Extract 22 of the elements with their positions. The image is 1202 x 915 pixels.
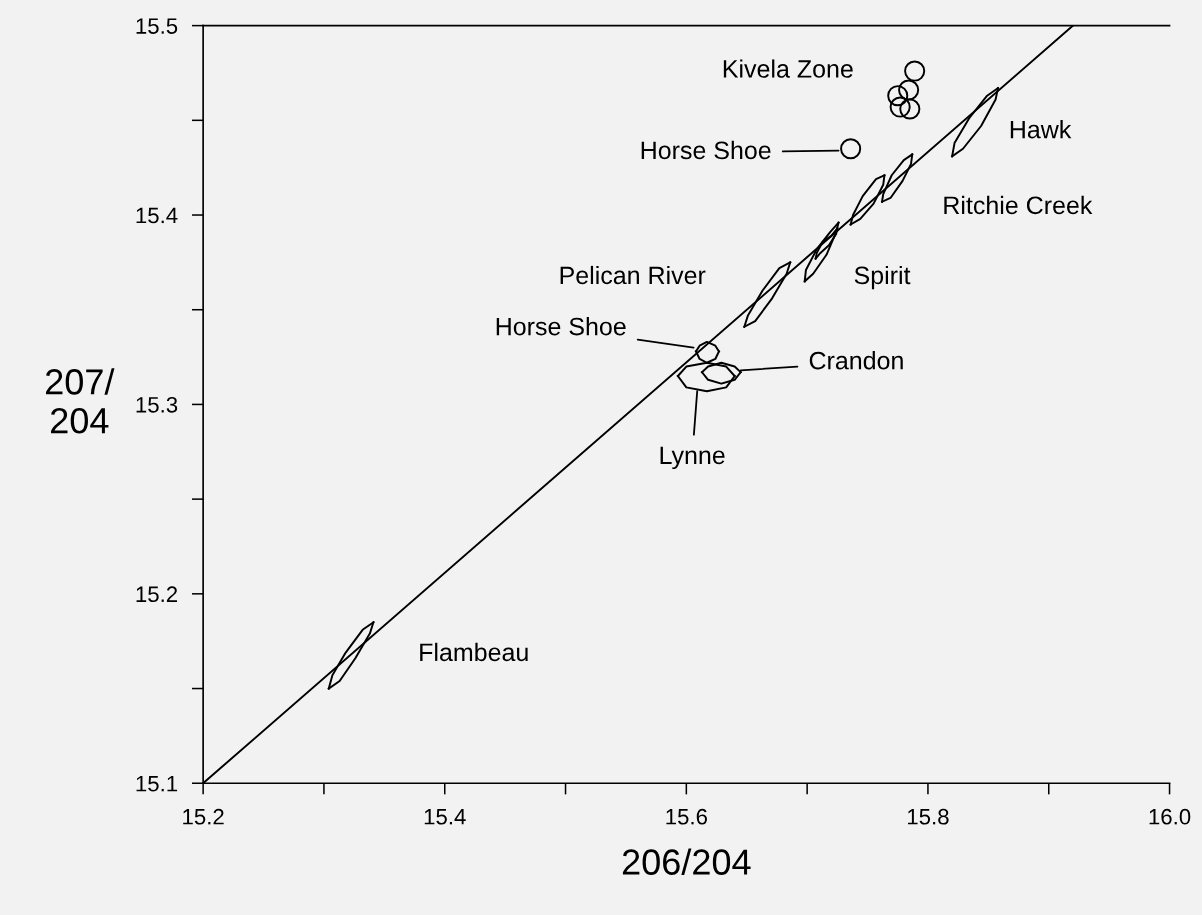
annotation: Horse Shoe — [496, 317, 626, 336]
annotation: Kivela Zone — [723, 59, 853, 78]
annotation: Flambeau — [420, 642, 528, 662]
annotation: Pelican River — [560, 265, 706, 285]
x-axis-title: 206/204 — [622, 848, 751, 875]
y-tick-label: 15.5 — [136, 18, 178, 34]
x-tick-label: 15.8 — [908, 808, 949, 825]
y-tick-label: 15.4 — [136, 207, 178, 224]
y-tick-label: 15.2 — [136, 586, 178, 603]
annotation: Crandon — [809, 351, 903, 370]
x-tick-label: 15.6 — [666, 808, 707, 825]
x-tick-label: 15.4 — [424, 809, 466, 825]
annotation: Horse Shoe — [641, 140, 771, 160]
y-tick-label: 15.1 — [136, 776, 178, 792]
annotation: Hawk — [1010, 120, 1072, 139]
y-axis-title: 207/ 204 — [46, 368, 115, 434]
annotation: Lynne — [660, 446, 725, 470]
x-tick-label: 15.2 — [183, 808, 224, 825]
x-tick-label: 16.0 — [1149, 808, 1191, 825]
annotation: Spirit — [854, 265, 911, 290]
annotation: Ritchie Creek — [944, 195, 1093, 215]
y-tick-label: 15.3 — [136, 396, 178, 413]
